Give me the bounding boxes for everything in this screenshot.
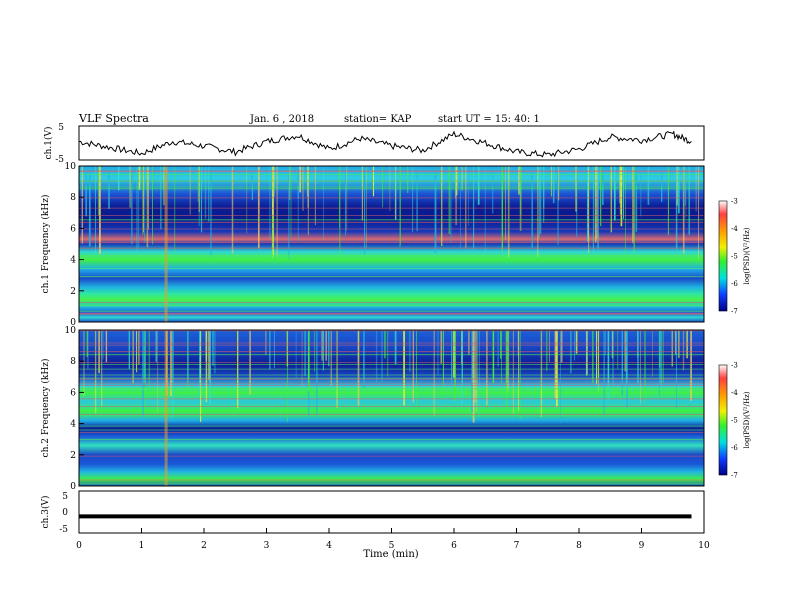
x-tick-label-6: 6 (451, 541, 457, 551)
ch3-ytick-bottom: -5 (59, 525, 68, 535)
ch1-spectrogram-ytick-10: 10 (65, 162, 77, 172)
ch3-ytick-top: 5 (62, 492, 68, 502)
ch1-spectrogram-panel: 0 2 4 6 8 10 ch.1 Frequency (kHz) (40, 162, 705, 328)
ch1-signal-line (78, 130, 692, 158)
x-tick-label-0: 0 (76, 541, 82, 551)
start-time-label: start UT = 15: 40: 1 (438, 114, 540, 125)
ch2-colorbar-tick--6: -6 (731, 444, 738, 452)
ch2-spectrogram-ytick-4: 4 (70, 420, 76, 430)
ch1-spectrogram-ytick-4: 4 (70, 256, 76, 266)
ch3-frame (78, 490, 705, 534)
ch1-colorbar-tick--7: -7 (731, 308, 738, 316)
spectrogram-spike (164, 166, 168, 322)
ch3-ytick-mid: 0 (62, 508, 68, 518)
ch1-spectrogram-ytick-0: 0 (70, 318, 76, 328)
date-label: Jan. 6 , 2018 (249, 114, 314, 125)
x-tick-label-2: 2 (201, 541, 207, 551)
ch2-spectrogram-ytick-8: 8 (70, 357, 76, 367)
ch2-colorbar-tick--7: -7 (731, 472, 738, 480)
ch2-colorbar-tick--4: -4 (731, 389, 738, 397)
ch1-colorbar: -3 -4 -5 -6 -7 log(PSD)(V²/Hz) (718, 198, 751, 316)
spectrogram-spike (164, 330, 168, 486)
ch2-colorbar-tick--5: -5 (731, 417, 738, 425)
figure-title: VLF Spectra (78, 112, 149, 125)
ch1-ytick-top: 5 (58, 123, 64, 133)
station-label: station= KAP (344, 114, 412, 125)
x-tick-label-4: 4 (326, 541, 332, 551)
x-tick-label-8: 8 (576, 541, 582, 551)
ch2-spectrogram-ytick-10: 10 (65, 326, 77, 336)
ch1-ylabel: ch.1(V) (43, 127, 54, 160)
ch1-spectrogram-ylabel: ch.1 Frequency (kHz) (40, 195, 51, 294)
ch2-spectrogram-ylabel: ch.2 Frequency (kHz) (40, 359, 51, 458)
x-tick-label-3: 3 (264, 541, 270, 551)
ch3-ylabel: ch.3(V) (40, 496, 51, 529)
ch2-spectrogram-panel: 0 2 4 6 8 10 ch.2 Frequency (kHz) (40, 326, 705, 492)
ch1-spectrogram-streaks (79, 166, 704, 322)
x-tick-label-5: 5 (389, 541, 395, 551)
ch2-colorbar: -3 -4 -5 -6 -7 log(PSD)(V²/Hz) (718, 362, 751, 480)
ch1-spectrogram-ytick-8: 8 (70, 193, 76, 203)
ch2-colorbar-label: log(PSD)(V²/Hz) (743, 391, 751, 448)
ch1-spectrogram-image (79, 166, 704, 322)
ch2-colorbar-scale (718, 364, 728, 476)
ch2-spectrogram-frame (78, 329, 705, 487)
x-axis-label: Time (min) (363, 549, 418, 560)
ch1-colorbar-tick--4: -4 (731, 225, 738, 233)
ch1-colorbar-tick--5: -5 (731, 253, 738, 261)
ch2-spectrogram-ytick-0: 0 (70, 482, 76, 492)
ch1-colorbar-label: log(PSD)(V²/Hz) (743, 227, 751, 284)
ch2-spectrogram-streaks (79, 330, 704, 486)
x-tick-label-7: 7 (514, 541, 520, 551)
ch1-frame (78, 125, 705, 161)
ch1-waveform-panel: 5 -5 ch.1(V) (43, 123, 705, 165)
x-tick-label-9: 9 (639, 541, 645, 551)
ch1-spectrogram-frame (78, 165, 705, 323)
ch2-colorbar-tick--3: -3 (731, 362, 738, 370)
x-tick-label-10: 10 (698, 541, 710, 551)
ch2-spectrogram-ytick-2: 2 (70, 451, 76, 461)
ch2-spectrogram-ytick-6: 6 (70, 388, 76, 398)
ch3-panel: 5 0 -5 ch.3(V) 0 1 2 3 4 5 6 7 8 9 10 Time (min) (40, 490, 710, 560)
ch1-spectrogram-ytick-2: 2 (70, 287, 76, 297)
ch1-colorbar-tick--3: -3 (731, 198, 738, 206)
ch1-colorbar-tick--6: -6 (731, 280, 738, 288)
ch1-colorbar-scale (718, 200, 728, 312)
x-tick-label-1: 1 (139, 541, 145, 551)
ch2-spectrogram-image (79, 330, 704, 486)
ch1-spectrogram-ytick-6: 6 (70, 224, 76, 234)
ch1-ytick-bottom: -5 (55, 155, 64, 165)
